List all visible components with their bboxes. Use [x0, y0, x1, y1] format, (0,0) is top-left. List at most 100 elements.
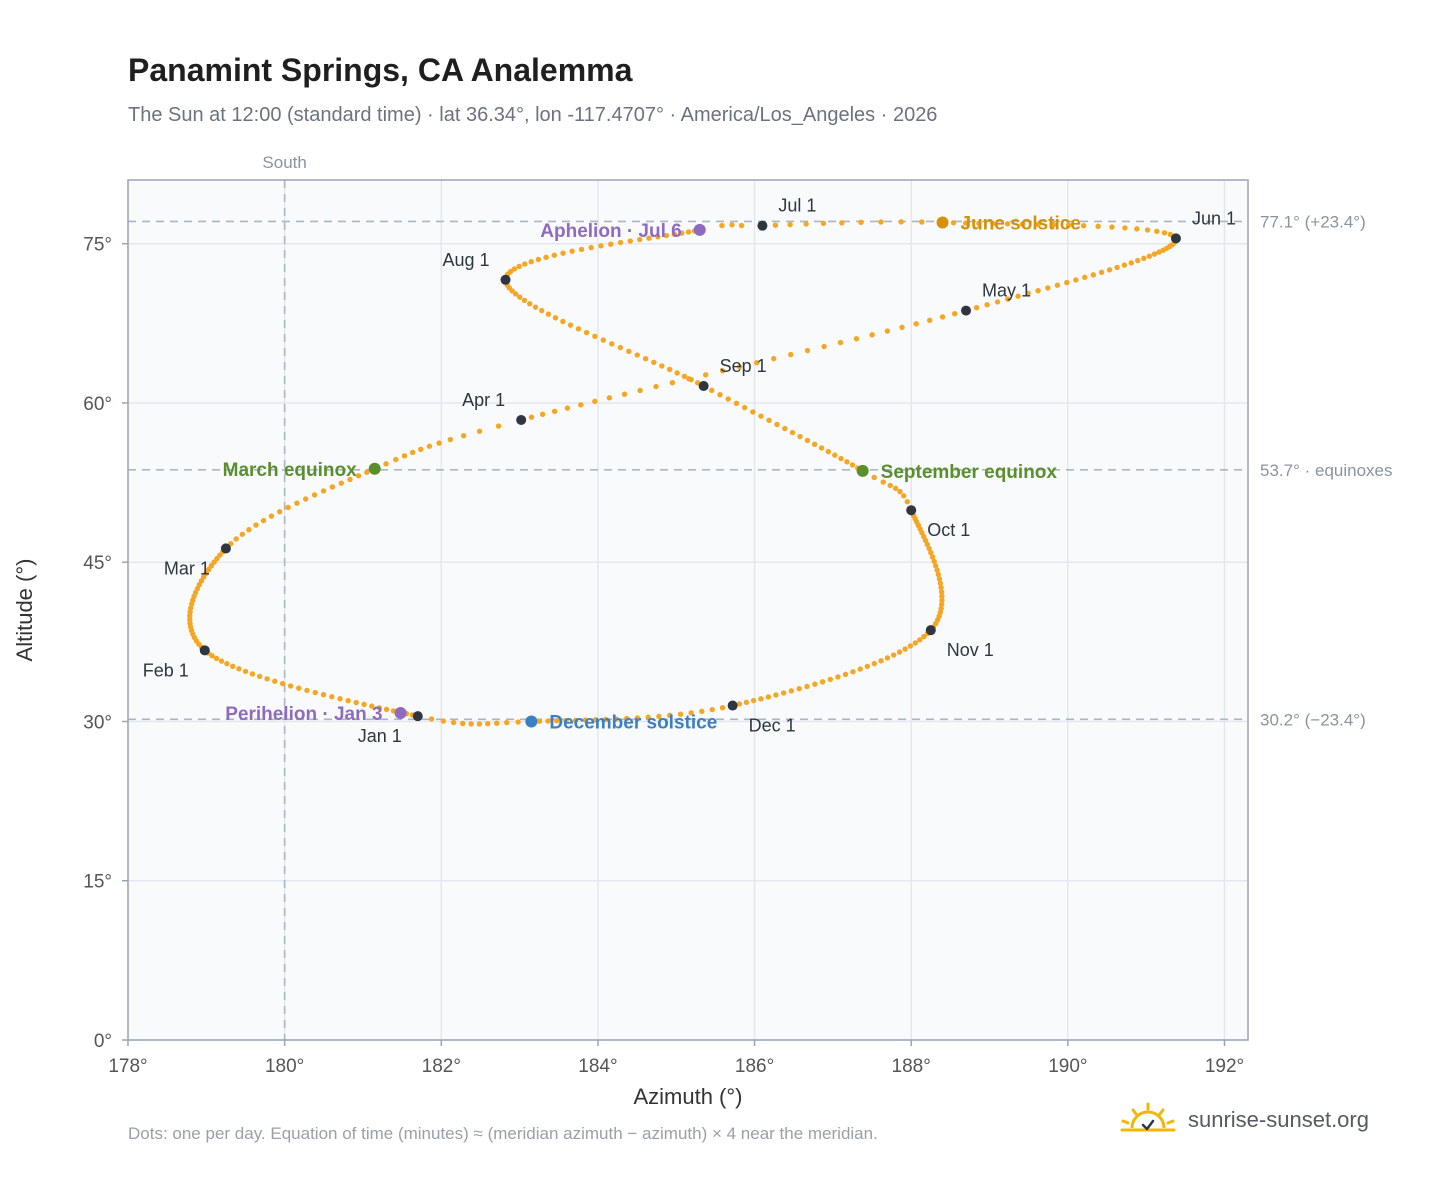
daily-sun-dot	[545, 311, 552, 317]
daily-sun-dot	[934, 567, 940, 573]
daily-sun-dot	[495, 423, 502, 429]
daily-sun-dot	[224, 660, 230, 667]
daily-sun-dot	[1073, 277, 1079, 283]
daily-sun-dot	[871, 660, 877, 667]
daily-sun-dot	[663, 232, 670, 239]
daily-sun-dot	[621, 391, 628, 397]
daily-sun-dot	[825, 448, 832, 455]
month-marker	[698, 380, 709, 391]
daily-sun-dot	[921, 633, 927, 640]
daily-sun-dot	[719, 222, 725, 229]
footnote: Dots: one per day. Equation of time (min…	[128, 1124, 878, 1143]
daily-sun-dot	[1154, 228, 1160, 235]
daily-sun-dot	[485, 720, 491, 727]
daily-sun-dot	[952, 310, 958, 317]
daily-sun-dot	[1045, 285, 1051, 291]
daily-sun-dot	[963, 220, 969, 226]
daily-sun-dot	[804, 683, 810, 690]
daily-sun-dot	[677, 711, 684, 717]
daily-sun-dot	[1054, 282, 1061, 288]
daily-sun-dot	[511, 266, 518, 272]
daily-sun-dot	[837, 339, 844, 346]
daily-sun-dot	[1106, 267, 1113, 273]
daily-sun-dot	[736, 701, 743, 707]
daily-sun-dot	[1109, 224, 1115, 230]
daily-sun-dot	[939, 593, 945, 599]
daily-sun-dot	[884, 655, 891, 661]
daily-sun-dot	[651, 359, 657, 366]
daily-sun-dot	[504, 719, 510, 726]
daily-sun-dot	[494, 720, 500, 726]
daily-sun-dot	[812, 681, 818, 687]
daily-sun-dot	[249, 671, 256, 677]
daily-sun-dot	[880, 479, 886, 485]
daily-sun-dot	[787, 351, 794, 358]
daily-sun-dot	[527, 301, 533, 307]
daily-sun-dot	[857, 666, 863, 672]
daily-sun-dot	[460, 432, 467, 439]
daily-sun-dot	[1035, 287, 1041, 294]
daily-sun-dot	[976, 220, 982, 226]
x-tick-label: 184°	[578, 1056, 617, 1077]
daily-sun-dot	[609, 341, 615, 347]
daily-sun-dot	[646, 235, 652, 241]
event-label: Aphelion · Jul 6	[540, 221, 681, 242]
x-axis-label: Azimuth (°)	[633, 1084, 742, 1109]
x-tick-label: 182°	[422, 1056, 461, 1077]
daily-sun-dot	[901, 493, 907, 499]
chart-title: Panamint Springs, CA Analemma	[128, 52, 633, 88]
daily-sun-dot	[355, 473, 362, 479]
daily-sun-dot	[329, 484, 336, 490]
month-label: Apr 1	[462, 390, 505, 410]
daily-sun-dot	[922, 537, 929, 544]
daily-sun-dot	[1141, 255, 1147, 262]
daily-sun-dot	[268, 513, 275, 519]
daily-sun-dot	[935, 571, 942, 578]
daily-sun-dot	[853, 335, 860, 342]
daily-sun-dot	[933, 563, 939, 569]
markers: Jan 1 Feb 1 Mar 1 Apr 1 May 1 Jun 1 Jul 1 Aug 1…	[143, 196, 1236, 747]
daily-sun-dot	[287, 683, 294, 689]
daily-sun-dot	[383, 706, 390, 713]
event-label: December solstice	[549, 712, 717, 733]
daily-sun-dot	[878, 219, 884, 225]
daily-sun-dot	[765, 694, 772, 700]
daily-sun-dot	[797, 433, 803, 440]
daily-sun-dot	[369, 703, 375, 709]
daily-sun-dot	[926, 545, 932, 552]
daily-sun-dot	[364, 469, 370, 475]
daily-sun-dot	[552, 315, 559, 321]
daily-sun-dot	[832, 452, 838, 458]
daily-sun-dot	[239, 531, 245, 537]
brand-name[interactable]: sunrise-sunset.org	[1188, 1107, 1369, 1132]
altitude-reference-label: 77.1° (+23.4°)	[1260, 212, 1366, 231]
month-marker	[1170, 233, 1181, 244]
month-marker	[199, 645, 210, 656]
daily-sun-dot	[583, 329, 590, 336]
daily-sun-dot	[666, 366, 673, 373]
daily-sun-dot	[733, 400, 740, 407]
daily-sun-dot	[436, 440, 442, 446]
event-marker	[368, 462, 381, 475]
daily-sun-dot	[637, 387, 643, 394]
brand[interactable]: sunrise-sunset.org	[1120, 1102, 1369, 1138]
chart-subtitle: The Sun at 12:00 (standard time) · lat 3…	[128, 104, 938, 126]
daily-sun-dot	[409, 449, 416, 456]
daily-sun-dot	[285, 504, 291, 511]
daily-sun-dot	[218, 658, 225, 664]
daily-sun-dot	[939, 314, 946, 320]
daily-sun-dot	[835, 674, 841, 680]
daily-sun-dot	[688, 710, 694, 716]
daily-sun-dot	[626, 348, 632, 355]
daily-sun-dot	[850, 669, 856, 675]
daily-sun-dot	[592, 717, 599, 723]
daily-sun-dot	[1019, 221, 1026, 227]
daily-sun-dot	[338, 480, 345, 486]
daily-sun-dot	[536, 718, 543, 724]
daily-sun-dot	[209, 653, 215, 659]
daily-sun-dot	[1095, 223, 1101, 230]
daily-sun-dot	[804, 347, 811, 354]
daily-sun-dot	[842, 671, 849, 678]
daily-sun-dot	[674, 370, 680, 376]
daily-sun-dot	[931, 558, 937, 565]
